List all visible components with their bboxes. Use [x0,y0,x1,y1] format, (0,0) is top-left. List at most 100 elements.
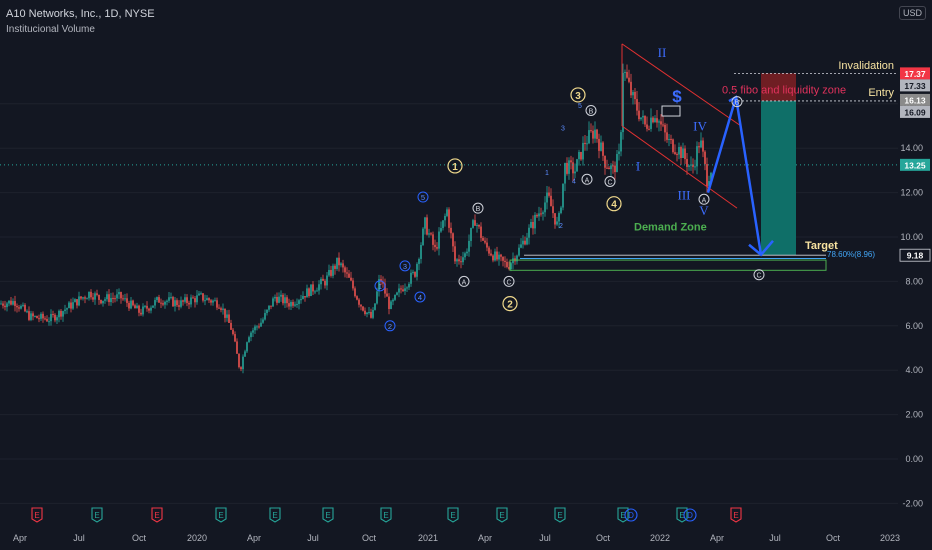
candle [204,294,206,306]
candle-body [26,311,28,313]
candle [84,295,86,304]
dollar-sign: $ [672,87,682,106]
candle-body [606,167,608,169]
candle [502,256,504,267]
candle-body [324,280,326,286]
candle-body [120,291,122,299]
candle-body [550,195,552,207]
candle [346,267,348,279]
earnings-marker[interactable]: E [676,507,688,523]
candle [520,238,522,249]
candle [82,296,84,301]
candle [280,290,282,302]
wave-number: 5 [421,193,425,202]
earnings-marker[interactable]: E [496,507,508,523]
earnings-marker[interactable]: E [151,507,163,523]
candle-body [568,160,570,174]
candle [264,309,266,321]
candle-body [58,310,60,318]
marker-letter: E [557,511,562,520]
candle-body [490,253,492,256]
candle [228,309,230,324]
earnings-marker[interactable]: E [91,507,103,523]
candle [380,275,382,286]
candle-body [326,275,328,286]
marker-letter: E [154,511,159,520]
candle-body [42,313,44,319]
candle-body [384,283,386,294]
candle-body [292,302,294,306]
candle [444,213,446,227]
candle [430,232,432,236]
candle-body [18,307,20,309]
candle [96,289,98,297]
candle-body [404,288,406,292]
candle-body [588,130,590,144]
candle-body [196,295,198,303]
marker-shape [91,507,103,523]
candle [472,218,474,229]
earnings-marker[interactable]: E [215,507,227,523]
candle-body [304,296,306,298]
candle-body [110,297,112,303]
candle-body [68,302,70,309]
wave-letter: A [585,177,590,184]
candle [286,295,288,308]
candle-body [586,143,588,145]
earnings-marker[interactable]: E [322,507,334,523]
candle [180,296,182,309]
candle [428,228,430,238]
candle-body [642,115,644,118]
candle-body [336,257,338,269]
wave-circle [731,96,743,108]
candle-body [252,330,254,333]
candle [638,102,640,122]
candle [326,271,328,291]
candle [342,259,344,273]
candle [152,305,154,308]
candle [702,137,704,158]
candle [340,262,342,268]
candle-body [660,121,662,125]
candle-body [286,297,288,304]
candle-body [676,154,678,156]
dividend-marker[interactable]: D [624,508,638,522]
candle-body [544,202,546,213]
candle [246,341,248,353]
earnings-marker[interactable]: E [447,507,459,523]
candle [122,294,124,301]
candle-body [52,314,54,316]
candle-body [180,300,182,307]
candle [14,295,16,312]
candle-body [488,247,490,254]
candle-body [356,296,358,300]
candle [666,123,668,143]
earnings-marker[interactable]: E [269,507,281,523]
earnings-marker[interactable]: E [617,507,629,523]
candle [400,285,402,294]
candle [276,292,278,306]
candle [362,306,364,312]
y-tick-label: 8.00 [905,276,923,286]
earnings-marker[interactable]: E [31,507,43,523]
earnings-marker[interactable]: E [380,507,392,523]
candle-body [506,261,508,267]
candle [616,150,618,173]
candle-body [360,304,362,307]
target-zone [761,100,796,256]
currency-badge[interactable]: USD [898,6,926,20]
candle [612,160,614,174]
candle [44,316,46,321]
candle [562,183,564,211]
x-tick-label: Oct [596,533,611,543]
earnings-marker[interactable]: E [730,507,742,523]
earnings-marker[interactable]: E [554,507,566,523]
candle [632,90,634,105]
candle-body [416,263,418,277]
candle [392,298,394,306]
dividend-marker[interactable]: D [683,508,697,522]
candle-body [704,151,706,165]
candle-body [240,367,242,370]
